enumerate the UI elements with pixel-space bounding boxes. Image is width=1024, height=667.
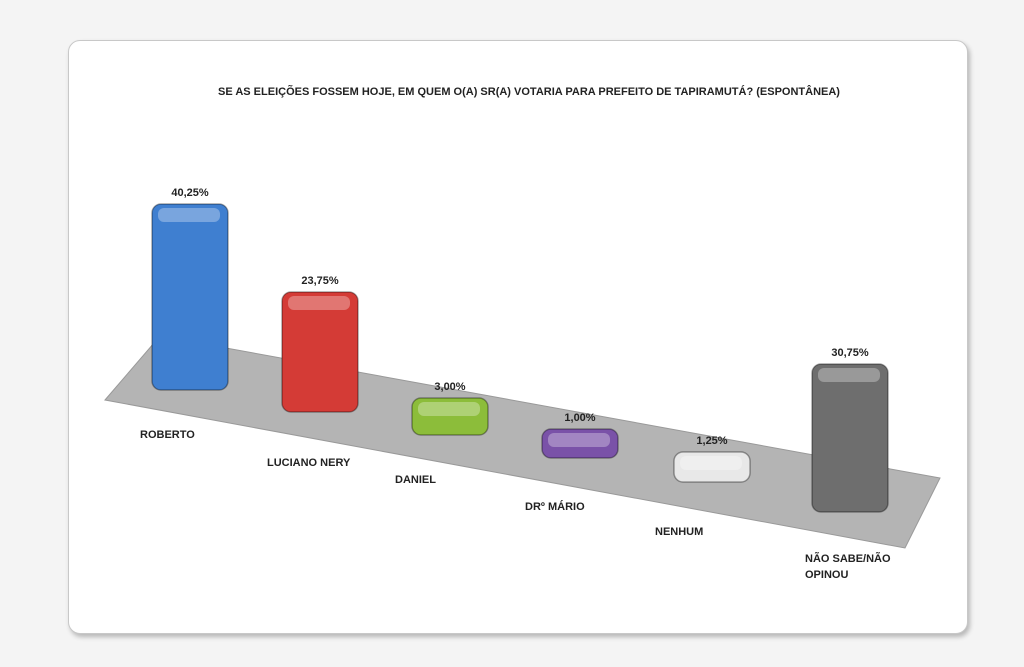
chart-title: SE AS ELEIÇÕES FOSSEM HOJE, EM QUEM O(A)… — [218, 85, 840, 98]
data-label: 23,75% — [301, 275, 339, 287]
bar-2 — [411, 397, 489, 436]
data-label: 1,00% — [564, 412, 595, 424]
category-label: NÃO SABE/NÃO OPINOU — [805, 552, 891, 581]
bar-highlight — [158, 208, 220, 222]
bar-5 — [811, 363, 889, 513]
bar-4 — [673, 451, 751, 483]
data-label: 40,25% — [171, 187, 209, 199]
bar-highlight — [288, 296, 350, 310]
bar-highlight — [680, 456, 742, 470]
bar-0 — [151, 203, 229, 391]
category-label: NENHUM — [655, 526, 703, 538]
bar-highlight — [818, 368, 880, 382]
category-label: LUCIANO NERY — [267, 457, 351, 469]
bar-highlight — [418, 402, 480, 416]
category-label: DANIEL — [395, 474, 436, 486]
data-label: 30,75% — [831, 347, 869, 359]
category-label: DRº MÁRIO — [525, 500, 585, 513]
data-label: 3,00% — [434, 381, 465, 393]
category-label: ROBERTO — [140, 429, 195, 441]
data-label: 1,25% — [696, 435, 727, 447]
bar-highlight — [548, 433, 610, 447]
bar-3 — [541, 428, 619, 459]
bar-1 — [281, 291, 359, 413]
